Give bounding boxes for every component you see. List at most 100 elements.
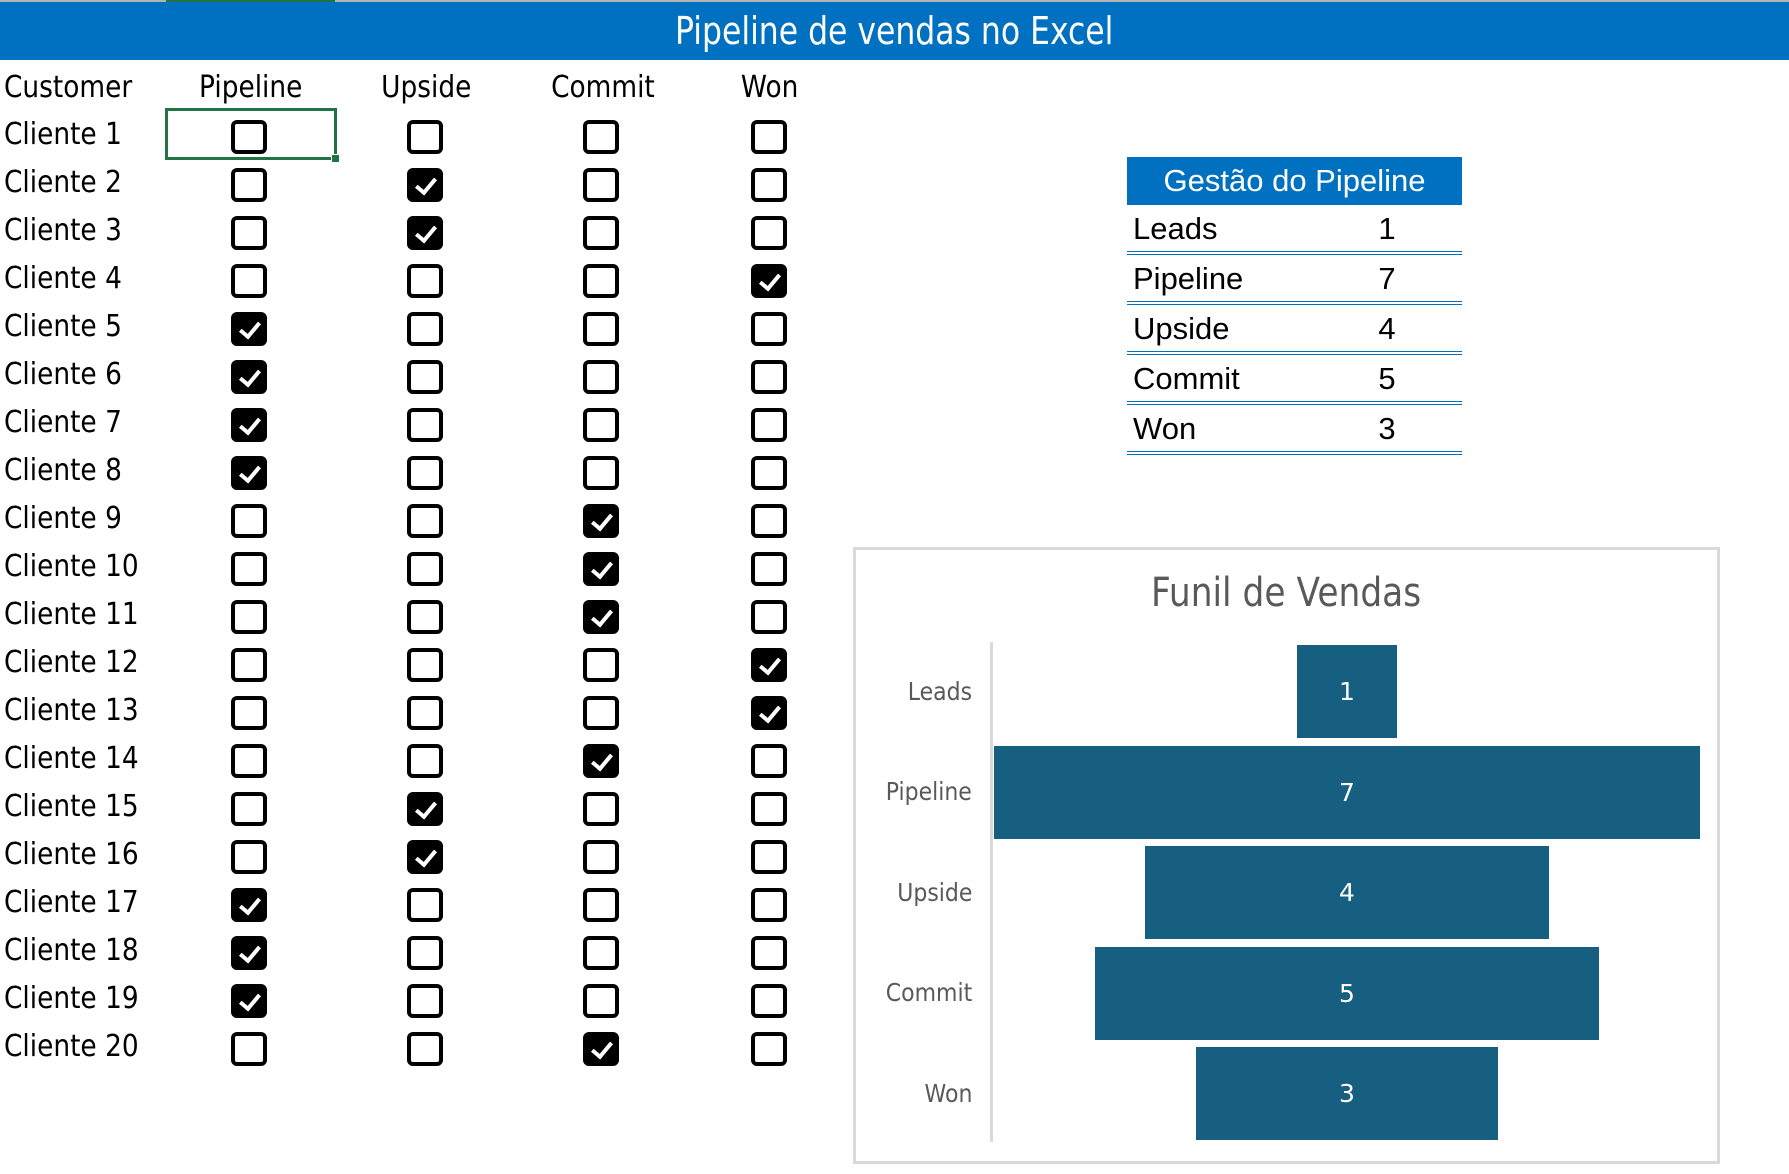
checkbox-commit[interactable]	[583, 888, 619, 922]
checkbox-upside[interactable]	[407, 744, 443, 778]
checkbox-won[interactable]	[751, 552, 787, 586]
checkbox-pipeline[interactable]	[231, 936, 267, 970]
checkbox-won[interactable]	[751, 456, 787, 490]
checkbox-won[interactable]	[751, 696, 787, 730]
checkbox-upside[interactable]	[407, 648, 443, 682]
funnel-bar-commit[interactable]: 5	[1094, 946, 1600, 1040]
checkbox-won[interactable]	[751, 312, 787, 346]
checkbox-upside[interactable]	[407, 936, 443, 970]
checkbox-upside[interactable]	[407, 696, 443, 730]
checkbox-won[interactable]	[751, 936, 787, 970]
checkbox-won[interactable]	[751, 504, 787, 538]
checkbox-won[interactable]	[751, 792, 787, 826]
checkbox-pipeline[interactable]	[231, 264, 267, 298]
customer-name: Cliente 9	[4, 501, 122, 536]
checkbox-pipeline[interactable]	[231, 216, 267, 250]
checkbox-commit[interactable]	[583, 552, 619, 586]
category-label-pipeline: Pipeline	[885, 777, 972, 806]
checkbox-upside[interactable]	[407, 552, 443, 586]
checkbox-commit[interactable]	[583, 120, 619, 154]
checkbox-commit[interactable]	[583, 600, 619, 634]
checkbox-upside[interactable]	[407, 888, 443, 922]
checkbox-commit[interactable]	[583, 456, 619, 490]
table-row: Cliente 16	[0, 831, 820, 879]
checkbox-commit[interactable]	[583, 696, 619, 730]
checkbox-won[interactable]	[751, 1032, 787, 1066]
checkbox-won[interactable]	[751, 168, 787, 202]
header-commit: Commit	[551, 70, 655, 105]
funnel-bar-pipeline[interactable]: 7	[994, 745, 1700, 839]
table-row: Cliente 8	[0, 447, 820, 495]
checkbox-commit[interactable]	[583, 840, 619, 874]
checkbox-pipeline[interactable]	[231, 696, 267, 730]
checkbox-upside[interactable]	[407, 600, 443, 634]
checkbox-commit[interactable]	[583, 936, 619, 970]
checkbox-upside[interactable]	[407, 216, 443, 250]
checkbox-commit[interactable]	[583, 264, 619, 298]
checkbox-pipeline[interactable]	[231, 792, 267, 826]
checkbox-pipeline[interactable]	[231, 552, 267, 586]
checkbox-pipeline[interactable]	[231, 600, 267, 634]
checkbox-upside[interactable]	[407, 792, 443, 826]
checkbox-pipeline[interactable]	[231, 408, 267, 442]
checkbox-commit[interactable]	[583, 360, 619, 394]
checkbox-pipeline[interactable]	[231, 840, 267, 874]
checkbox-upside[interactable]	[407, 840, 443, 874]
checkbox-commit[interactable]	[583, 648, 619, 682]
checkbox-won[interactable]	[751, 744, 787, 778]
checkbox-commit[interactable]	[583, 408, 619, 442]
checkbox-upside[interactable]	[407, 168, 443, 202]
checkbox-upside[interactable]	[407, 312, 443, 346]
category-label-commit: Commit	[885, 978, 972, 1007]
funnel-bar-upside[interactable]: 4	[1145, 846, 1549, 939]
checkbox-pipeline[interactable]	[231, 744, 267, 778]
table-row: Cliente 6	[0, 351, 820, 399]
checkbox-won[interactable]	[751, 600, 787, 634]
checkbox-pipeline[interactable]	[231, 984, 267, 1018]
sales-funnel-chart[interactable]: Funil de Vendas Leads 1 Pipeline 7 Upside 4 Co…	[853, 547, 1720, 1164]
checkbox-won[interactable]	[751, 984, 787, 1018]
checkbox-pipeline[interactable]	[231, 168, 267, 202]
funnel-bar-won[interactable]: 3	[1195, 1047, 1499, 1140]
customer-name: Cliente 4	[4, 261, 122, 296]
checkbox-commit[interactable]	[583, 216, 619, 250]
checkbox-upside[interactable]	[407, 504, 443, 538]
checkbox-upside[interactable]	[407, 120, 443, 154]
checkbox-commit[interactable]	[583, 504, 619, 538]
checkbox-won[interactable]	[751, 648, 787, 682]
checkbox-commit[interactable]	[583, 792, 619, 826]
funnel-bar-leads[interactable]: 1	[1296, 645, 1398, 738]
checkbox-commit[interactable]	[583, 744, 619, 778]
summary-label: Upside	[1133, 311, 1230, 346]
checkbox-upside[interactable]	[407, 984, 443, 1018]
checkbox-commit[interactable]	[583, 1032, 619, 1066]
checkbox-upside[interactable]	[407, 360, 443, 394]
checkbox-commit[interactable]	[583, 984, 619, 1018]
checkbox-won[interactable]	[751, 888, 787, 922]
checkbox-won[interactable]	[751, 216, 787, 250]
data-label: 7	[1339, 777, 1355, 807]
checkbox-pipeline[interactable]	[231, 1032, 267, 1066]
checkbox-pipeline[interactable]	[231, 312, 267, 346]
checkbox-commit[interactable]	[583, 312, 619, 346]
checkbox-pipeline[interactable]	[231, 888, 267, 922]
checkbox-pipeline[interactable]	[231, 648, 267, 682]
category-label-won: Won	[924, 1078, 972, 1108]
checkbox-won[interactable]	[751, 408, 787, 442]
customer-name: Cliente 7	[4, 405, 122, 440]
checkbox-pipeline[interactable]	[231, 120, 267, 154]
checkbox-pipeline[interactable]	[231, 504, 267, 538]
checkbox-pipeline[interactable]	[231, 456, 267, 490]
checkbox-won[interactable]	[751, 120, 787, 154]
checkbox-won[interactable]	[751, 840, 787, 874]
checkbox-won[interactable]	[751, 360, 787, 394]
checkbox-upside[interactable]	[407, 1032, 443, 1066]
checkbox-upside[interactable]	[407, 408, 443, 442]
checkbox-pipeline[interactable]	[231, 360, 267, 394]
checkbox-won[interactable]	[751, 264, 787, 298]
checkbox-upside[interactable]	[407, 456, 443, 490]
checkbox-commit[interactable]	[583, 168, 619, 202]
page-title: Pipeline de vendas no Excel	[675, 9, 1114, 53]
checkbox-upside[interactable]	[407, 264, 443, 298]
chart-title: Funil de Vendas	[1151, 570, 1422, 616]
